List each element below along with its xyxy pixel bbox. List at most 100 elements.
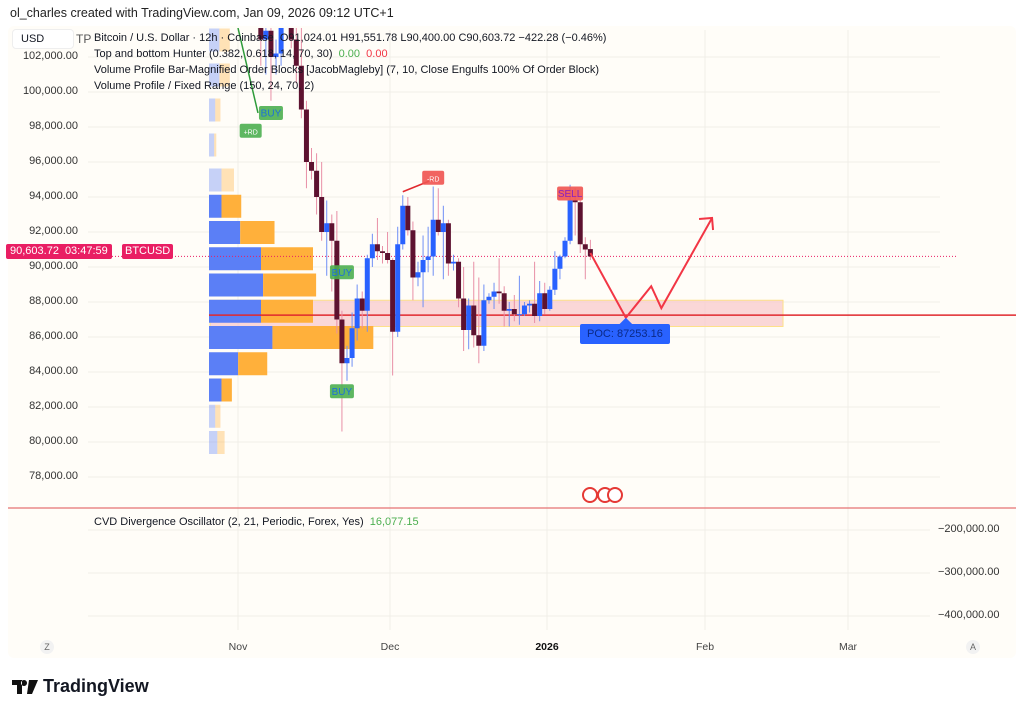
candle-body (314, 170, 320, 197)
credit-text: ol_charles created with TradingView.com,… (10, 6, 394, 20)
signal-label: BUY (261, 109, 282, 120)
candle-body (303, 109, 309, 162)
signal-marker (329, 265, 354, 280)
volume-bar-buy (209, 194, 222, 218)
time-label-2026: 2026 (535, 641, 559, 653)
signal-marker (258, 106, 283, 120)
volume-bar-buy (209, 28, 220, 52)
volume-bar-sell (221, 194, 242, 218)
candle-body (572, 200, 578, 203)
candle-body (400, 205, 406, 245)
symbol-legend[interactable]: Bitcoin / U.S. Dollar · 12h · Coinbase O… (94, 32, 606, 44)
candle-body (496, 291, 502, 294)
tradingview-logo-icon (12, 679, 38, 694)
volume-bar-sell (215, 404, 221, 428)
price-tick: 94,000.00 (29, 190, 78, 202)
indicator-legend-order-blocks[interactable]: Volume Profile Bar-Magnified Order Block… (94, 64, 600, 76)
candle-body (461, 298, 467, 330)
candle-body (258, 28, 264, 40)
tradingview-logo[interactable]: TradingView (12, 676, 149, 697)
candle-body (319, 197, 325, 232)
candle-body (527, 303, 533, 306)
signal-marker (422, 170, 445, 185)
event-flag-icon (607, 487, 623, 503)
tp-label: TP (76, 32, 92, 46)
candle-body (466, 305, 472, 330)
candle-body (390, 260, 396, 332)
candle-body (476, 335, 482, 346)
candle-body (324, 223, 330, 232)
auto-scale-button[interactable]: A (966, 640, 980, 654)
candle-body (288, 28, 294, 40)
price-tick: 92,000.00 (29, 225, 78, 237)
candle-body (268, 30, 274, 57)
last-price: 90,603.72 (10, 245, 59, 257)
candle-body (440, 223, 446, 232)
cvd-value: 16,077.15 (369, 516, 419, 528)
candle-body (471, 305, 477, 336)
trend-line (237, 28, 259, 114)
candle-body (273, 53, 279, 57)
volume-bar-sell (219, 28, 230, 52)
candle-body (481, 300, 487, 346)
cvd-tick: −300,000.00 (938, 566, 1000, 578)
poc-label: POC: 87253.16 (580, 324, 670, 344)
candle-body (456, 261, 462, 299)
signal-label: BUY (332, 387, 353, 398)
volume-bar-sell (272, 326, 374, 349)
indicator-value: 0.00 (366, 48, 388, 60)
price-tick: 78,000.00 (29, 470, 78, 482)
time-label-feb: Feb (695, 641, 715, 653)
candle-body (486, 296, 492, 301)
cvd-legend[interactable]: CVD Divergence Oscillator (2, 21, Period… (94, 516, 419, 528)
candle-body (284, 5, 289, 14)
volume-bar-buy (209, 273, 264, 297)
zoom-reset-button[interactable]: Z (40, 640, 54, 654)
last-price-badge: 90,603.72 03:47:59 (6, 244, 112, 259)
time-label-mar: Mar (838, 641, 858, 653)
volume-bar-sell (263, 273, 317, 297)
candle-body (491, 291, 497, 297)
signal-marker (239, 123, 262, 138)
candle-body (369, 244, 375, 259)
candle-body (385, 253, 391, 260)
signal-marker (557, 186, 584, 201)
candle-body (547, 289, 553, 309)
candle-body (506, 309, 512, 311)
candle-body (430, 219, 436, 257)
price-tick: 82,000.00 (29, 400, 78, 412)
signal-label: BUY (332, 268, 353, 279)
volume-bar-sell (221, 378, 232, 402)
indicator-legend-hunter[interactable]: Top and bottom Hunter (0.382, 0.618, 14,… (94, 48, 388, 60)
candle-body (293, 39, 299, 66)
indicator-legend-volume-profile[interactable]: Volume Profile / Fixed Range (150, 24, 7… (94, 80, 315, 92)
volume-bar-sell (214, 133, 217, 157)
candle-body (562, 240, 568, 257)
volume-bar-buy (209, 133, 215, 157)
candle-body (379, 251, 385, 253)
candle-body (298, 65, 304, 110)
candle-body (537, 293, 543, 316)
candle-body (334, 240, 340, 320)
volume-bar-buy (209, 404, 216, 428)
volume-bar-buy (209, 326, 273, 349)
volume-bar-buy (209, 431, 218, 454)
volume-bar-sell (261, 247, 313, 271)
candle-body (344, 358, 350, 364)
volume-bar-buy (209, 247, 261, 271)
candle-body (263, 30, 269, 40)
indicator-name: Top and bottom Hunter (0.382, 0.618, 14,… (94, 48, 333, 60)
volume-bar-buy (209, 98, 216, 122)
cvd-tick: −200,000.00 (938, 523, 1000, 535)
candle-body (354, 298, 360, 329)
price-tick: 96,000.00 (29, 155, 78, 167)
signal-label: -RD (427, 176, 439, 183)
candle-body (405, 205, 411, 231)
candle-body (587, 249, 593, 257)
candle-body (359, 298, 365, 311)
currency-button[interactable]: USD (12, 29, 74, 49)
volume-bar-sell (238, 352, 268, 376)
time-label-dec: Dec (380, 641, 400, 653)
event-flag-icon (582, 487, 598, 503)
